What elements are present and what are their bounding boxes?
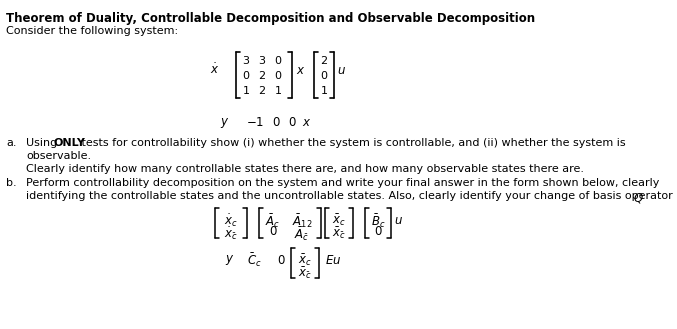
- Text: Perform controllability decomposition on the system and write your final answer : Perform controllability decomposition on…: [26, 178, 659, 188]
- Text: 3: 3: [259, 56, 265, 66]
- Text: $0$: $0$: [288, 116, 297, 129]
- Text: $-1$: $-1$: [246, 116, 264, 129]
- Text: 1: 1: [274, 86, 282, 96]
- Text: tests for controllability show (i) whether the system is controllable, and (ii) : tests for controllability show (i) wheth…: [78, 138, 626, 148]
- Text: $u$: $u$: [337, 64, 346, 78]
- Text: 0: 0: [242, 71, 250, 81]
- Text: 2: 2: [259, 86, 265, 96]
- Text: $\dot{x}_c$: $\dot{x}_c$: [224, 212, 238, 229]
- Text: 2: 2: [259, 71, 265, 81]
- Text: $x$: $x$: [296, 64, 305, 78]
- Text: 3: 3: [242, 56, 250, 66]
- Text: $\bar{C}_c$: $\bar{C}_c$: [247, 251, 262, 269]
- Text: a.: a.: [6, 138, 16, 148]
- Text: 0: 0: [320, 71, 328, 81]
- Text: $\dot{x}$: $\dot{x}$: [210, 63, 219, 77]
- Text: 0: 0: [274, 71, 282, 81]
- Text: ONLY: ONLY: [53, 138, 85, 148]
- Text: $\bar{x}_{\bar{c}}$: $\bar{x}_{\bar{c}}$: [298, 265, 312, 281]
- Text: 1: 1: [320, 86, 328, 96]
- Text: $0$: $0$: [277, 254, 286, 266]
- Text: $\bar{x}_c$: $\bar{x}_c$: [298, 252, 312, 267]
- Text: $\dot{x}_{\bar{c}}$: $\dot{x}_{\bar{c}}$: [224, 225, 238, 241]
- Text: .: .: [641, 191, 645, 201]
- Text: $\bar{x}_c$: $\bar{x}_c$: [332, 212, 346, 228]
- Text: 1: 1: [242, 86, 250, 96]
- Text: $\bar{A}_{12}$: $\bar{A}_{12}$: [292, 212, 312, 230]
- Text: Using: Using: [26, 138, 61, 148]
- Text: b.: b.: [6, 178, 17, 188]
- Text: $y$: $y$: [225, 253, 234, 267]
- Text: observable.: observable.: [26, 151, 91, 161]
- Text: $Q$: $Q$: [633, 191, 644, 205]
- Text: identifying the controllable states and the uncontrollable states. Also, clearly: identifying the controllable states and …: [26, 191, 676, 201]
- Text: $\bar{B}_c$: $\bar{B}_c$: [371, 212, 385, 230]
- Text: $x$: $x$: [302, 116, 311, 129]
- Text: 2: 2: [320, 56, 328, 66]
- Text: $Eu$: $Eu$: [325, 254, 341, 266]
- Text: 0: 0: [274, 56, 282, 66]
- Text: $y$: $y$: [220, 116, 230, 130]
- Text: $0$: $0$: [269, 225, 278, 238]
- Text: $0$: $0$: [374, 225, 383, 238]
- Text: Clearly identify how many controllable states there are, and how many observable: Clearly identify how many controllable s…: [26, 164, 584, 174]
- Text: Consider the following system:: Consider the following system:: [6, 26, 178, 36]
- Text: $0$: $0$: [272, 116, 281, 129]
- Text: $\bar{A}_{\bar{c}}$: $\bar{A}_{\bar{c}}$: [294, 225, 309, 242]
- Text: $u$: $u$: [394, 214, 403, 226]
- Text: $\bar{A}_c$: $\bar{A}_c$: [265, 212, 280, 230]
- Text: $\bar{x}_{\bar{c}}$: $\bar{x}_{\bar{c}}$: [332, 225, 346, 240]
- Text: Theorem of Duality, Controllable Decomposition and Observable Decomposition: Theorem of Duality, Controllable Decompo…: [6, 12, 535, 25]
